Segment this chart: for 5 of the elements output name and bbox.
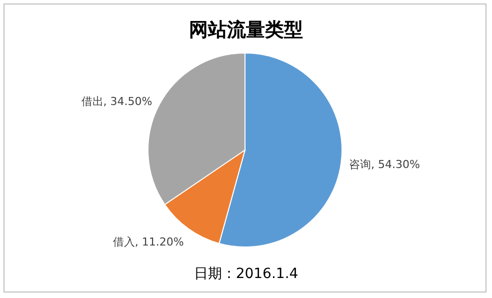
slice-label: 咨询, 54.30% [349, 158, 420, 172]
text: 日期：2016.1.4 [194, 266, 298, 282]
slice-label: 借入, 11.20% [112, 235, 184, 248]
chart-title: 网站流量类型 [189, 19, 303, 41]
slice-label: 借出, 34.50% [81, 94, 152, 108]
